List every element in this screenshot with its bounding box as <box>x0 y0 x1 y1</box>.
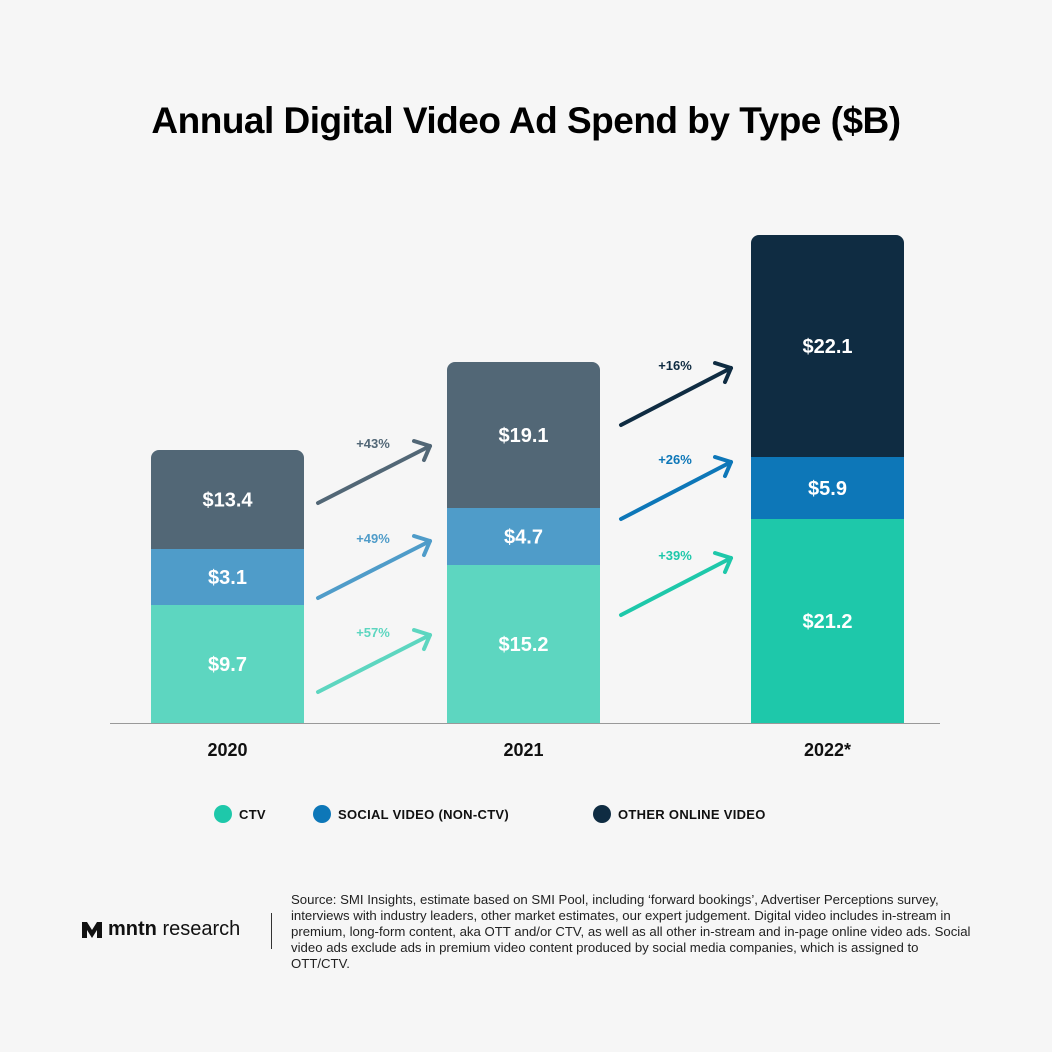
data-label-other: $13.4 <box>202 490 253 512</box>
growth-label-ctv: +57% <box>356 625 390 640</box>
data-label-social: $3.1 <box>208 567 247 589</box>
growth-label-social: +26% <box>658 452 692 467</box>
legend-swatch <box>214 805 232 823</box>
data-label-ctv: $21.2 <box>802 611 852 633</box>
legend-item-social: SOCIAL VIDEO (NON-CTV) <box>313 805 509 823</box>
x-tick-label: 2021 <box>503 740 543 760</box>
growth-arrow-social <box>619 460 733 521</box>
bar-segment-ctv <box>751 519 904 723</box>
growth-arrow-other <box>619 366 733 427</box>
growth-arrow-social <box>316 539 432 600</box>
legend-label: OTHER ONLINE VIDEO <box>618 806 766 822</box>
growth-arrow-ctv <box>316 633 432 694</box>
arrow-head-icon <box>412 534 432 557</box>
bar-segment-social <box>151 549 304 605</box>
data-label-social: $4.7 <box>504 527 543 549</box>
data-label-other: $22.1 <box>802 336 852 358</box>
logo-text-bold: mntn <box>108 918 157 940</box>
bar-segment-other <box>751 235 904 457</box>
x-tick-label: 2022* <box>804 740 851 760</box>
growth-label-other: +43% <box>356 436 390 451</box>
bar-segment-social <box>751 457 904 519</box>
stacked-bar-chart: $9.7 $3.1 $13.4 2020 $15.2 $4.7 $19.1 2021 $21.2… <box>110 235 940 760</box>
bar-segment-social <box>447 508 600 565</box>
mntn-logo-icon <box>82 921 102 938</box>
legend-item-other: OTHER ONLINE VIDEO <box>593 805 766 823</box>
data-label-ctv: $15.2 <box>498 634 548 656</box>
data-label-ctv: $9.7 <box>208 654 247 676</box>
logo-text: research <box>162 918 241 940</box>
arrow-head-icon <box>713 551 733 574</box>
growth-label-social: +49% <box>356 531 390 546</box>
legend-swatch <box>593 805 611 823</box>
bar-segment-other <box>447 362 600 508</box>
growth-arrow-other <box>316 444 432 505</box>
chart-title: Annual Digital Video Ad Spend by Type ($… <box>151 100 901 141</box>
arrow-head-icon <box>713 361 733 384</box>
arrow-head-icon <box>412 628 432 651</box>
legend-label: SOCIAL VIDEO (NON-CTV) <box>338 806 510 822</box>
data-label-social: $5.9 <box>808 478 847 500</box>
bar-segment-ctv <box>447 565 600 723</box>
legend-swatch <box>313 805 331 823</box>
bar-segment-ctv <box>151 605 304 723</box>
arrow-head-icon <box>713 455 733 478</box>
mntn-logo: mntn research <box>82 918 240 941</box>
footer-divider <box>271 913 272 949</box>
growth-label-ctv: +39% <box>658 548 692 563</box>
legend-label: CTV <box>239 806 266 822</box>
legend-item-ctv: CTV <box>214 805 266 823</box>
data-label-other: $19.1 <box>498 425 548 447</box>
arrow-head-icon <box>412 439 432 462</box>
growth-label-other: +16% <box>658 358 692 373</box>
bar-segment-other <box>151 450 304 549</box>
x-tick-label: 2020 <box>207 740 247 760</box>
growth-arrow-ctv <box>619 556 733 617</box>
source-note: Source: SMI Insights, estimate based on … <box>291 892 971 971</box>
